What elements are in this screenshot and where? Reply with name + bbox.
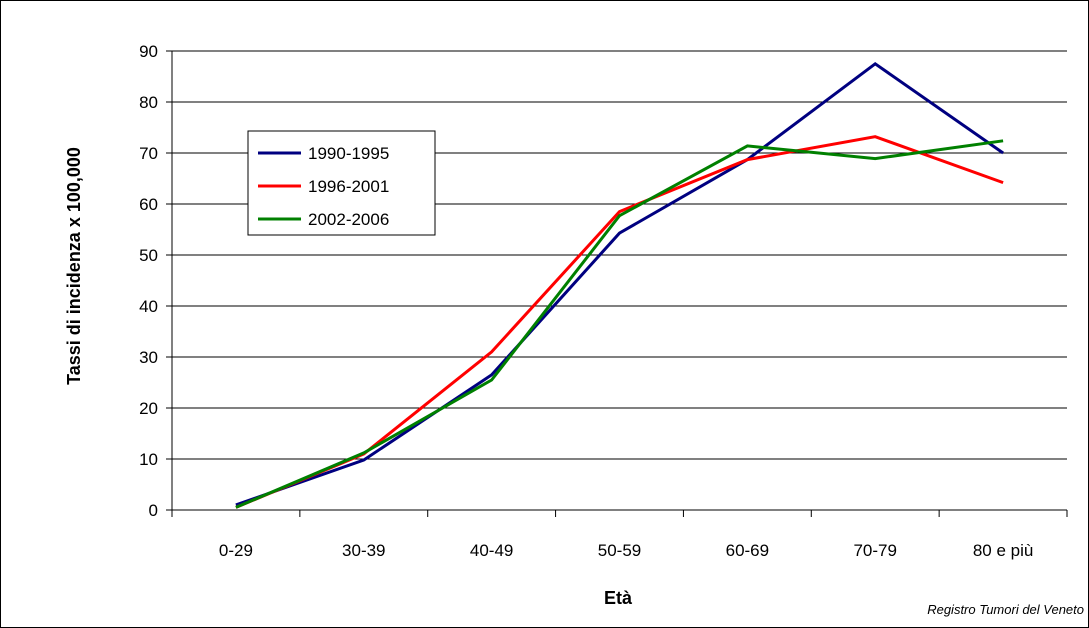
series-line-2002-2006	[235, 139, 1004, 509]
x-tick-label-6: 80 e più	[973, 541, 1034, 560]
x-axis-title: Età	[604, 588, 633, 608]
y-tick-label-80: 80	[139, 93, 158, 112]
y-tick-label-40: 40	[139, 297, 158, 316]
y-tick-label-50: 50	[139, 246, 158, 265]
x-tick-label-4: 60-69	[726, 541, 769, 560]
x-tick-label-1: 30-39	[342, 541, 385, 560]
y-tick-labels: 0 10 20 30 40 50 60 70 80 90	[139, 42, 158, 520]
y-tick-label-0: 0	[149, 501, 158, 520]
y-tick-label-90: 90	[139, 42, 158, 61]
y-tick-label-20: 20	[139, 399, 158, 418]
y-axis-title: Tassi di incidenza x 100,000	[64, 147, 84, 385]
legend-label-1990-1995: 1990-1995	[308, 144, 389, 163]
axes	[166, 50, 1068, 517]
y-tick-label-30: 30	[139, 348, 158, 367]
series-line-1990-1995	[235, 61, 1004, 507]
y-tick-label-10: 10	[139, 450, 158, 469]
legend-label-1996-2001: 1996-2001	[308, 177, 389, 196]
y-tick-label-70: 70	[139, 144, 158, 163]
x-tick-label-3: 50-59	[598, 541, 641, 560]
y-tick-label-60: 60	[139, 195, 158, 214]
x-tick-labels: 0-29 30-39 40-49 50-59 60-69 70-79 80 e più	[219, 541, 1033, 560]
x-tick-label-5: 70-79	[853, 541, 896, 560]
gridlines	[172, 50, 1067, 460]
legend-label-2002-2006: 2002-2006	[308, 210, 389, 229]
x-tick-label-2: 40-49	[470, 541, 513, 560]
x-tick-label-0: 0-29	[219, 541, 253, 560]
series-lines	[235, 61, 1004, 509]
legend: 1990-1995 1996-2001 2002-2006	[247, 130, 436, 236]
source-note: Registro Tumori del Veneto	[927, 602, 1084, 617]
